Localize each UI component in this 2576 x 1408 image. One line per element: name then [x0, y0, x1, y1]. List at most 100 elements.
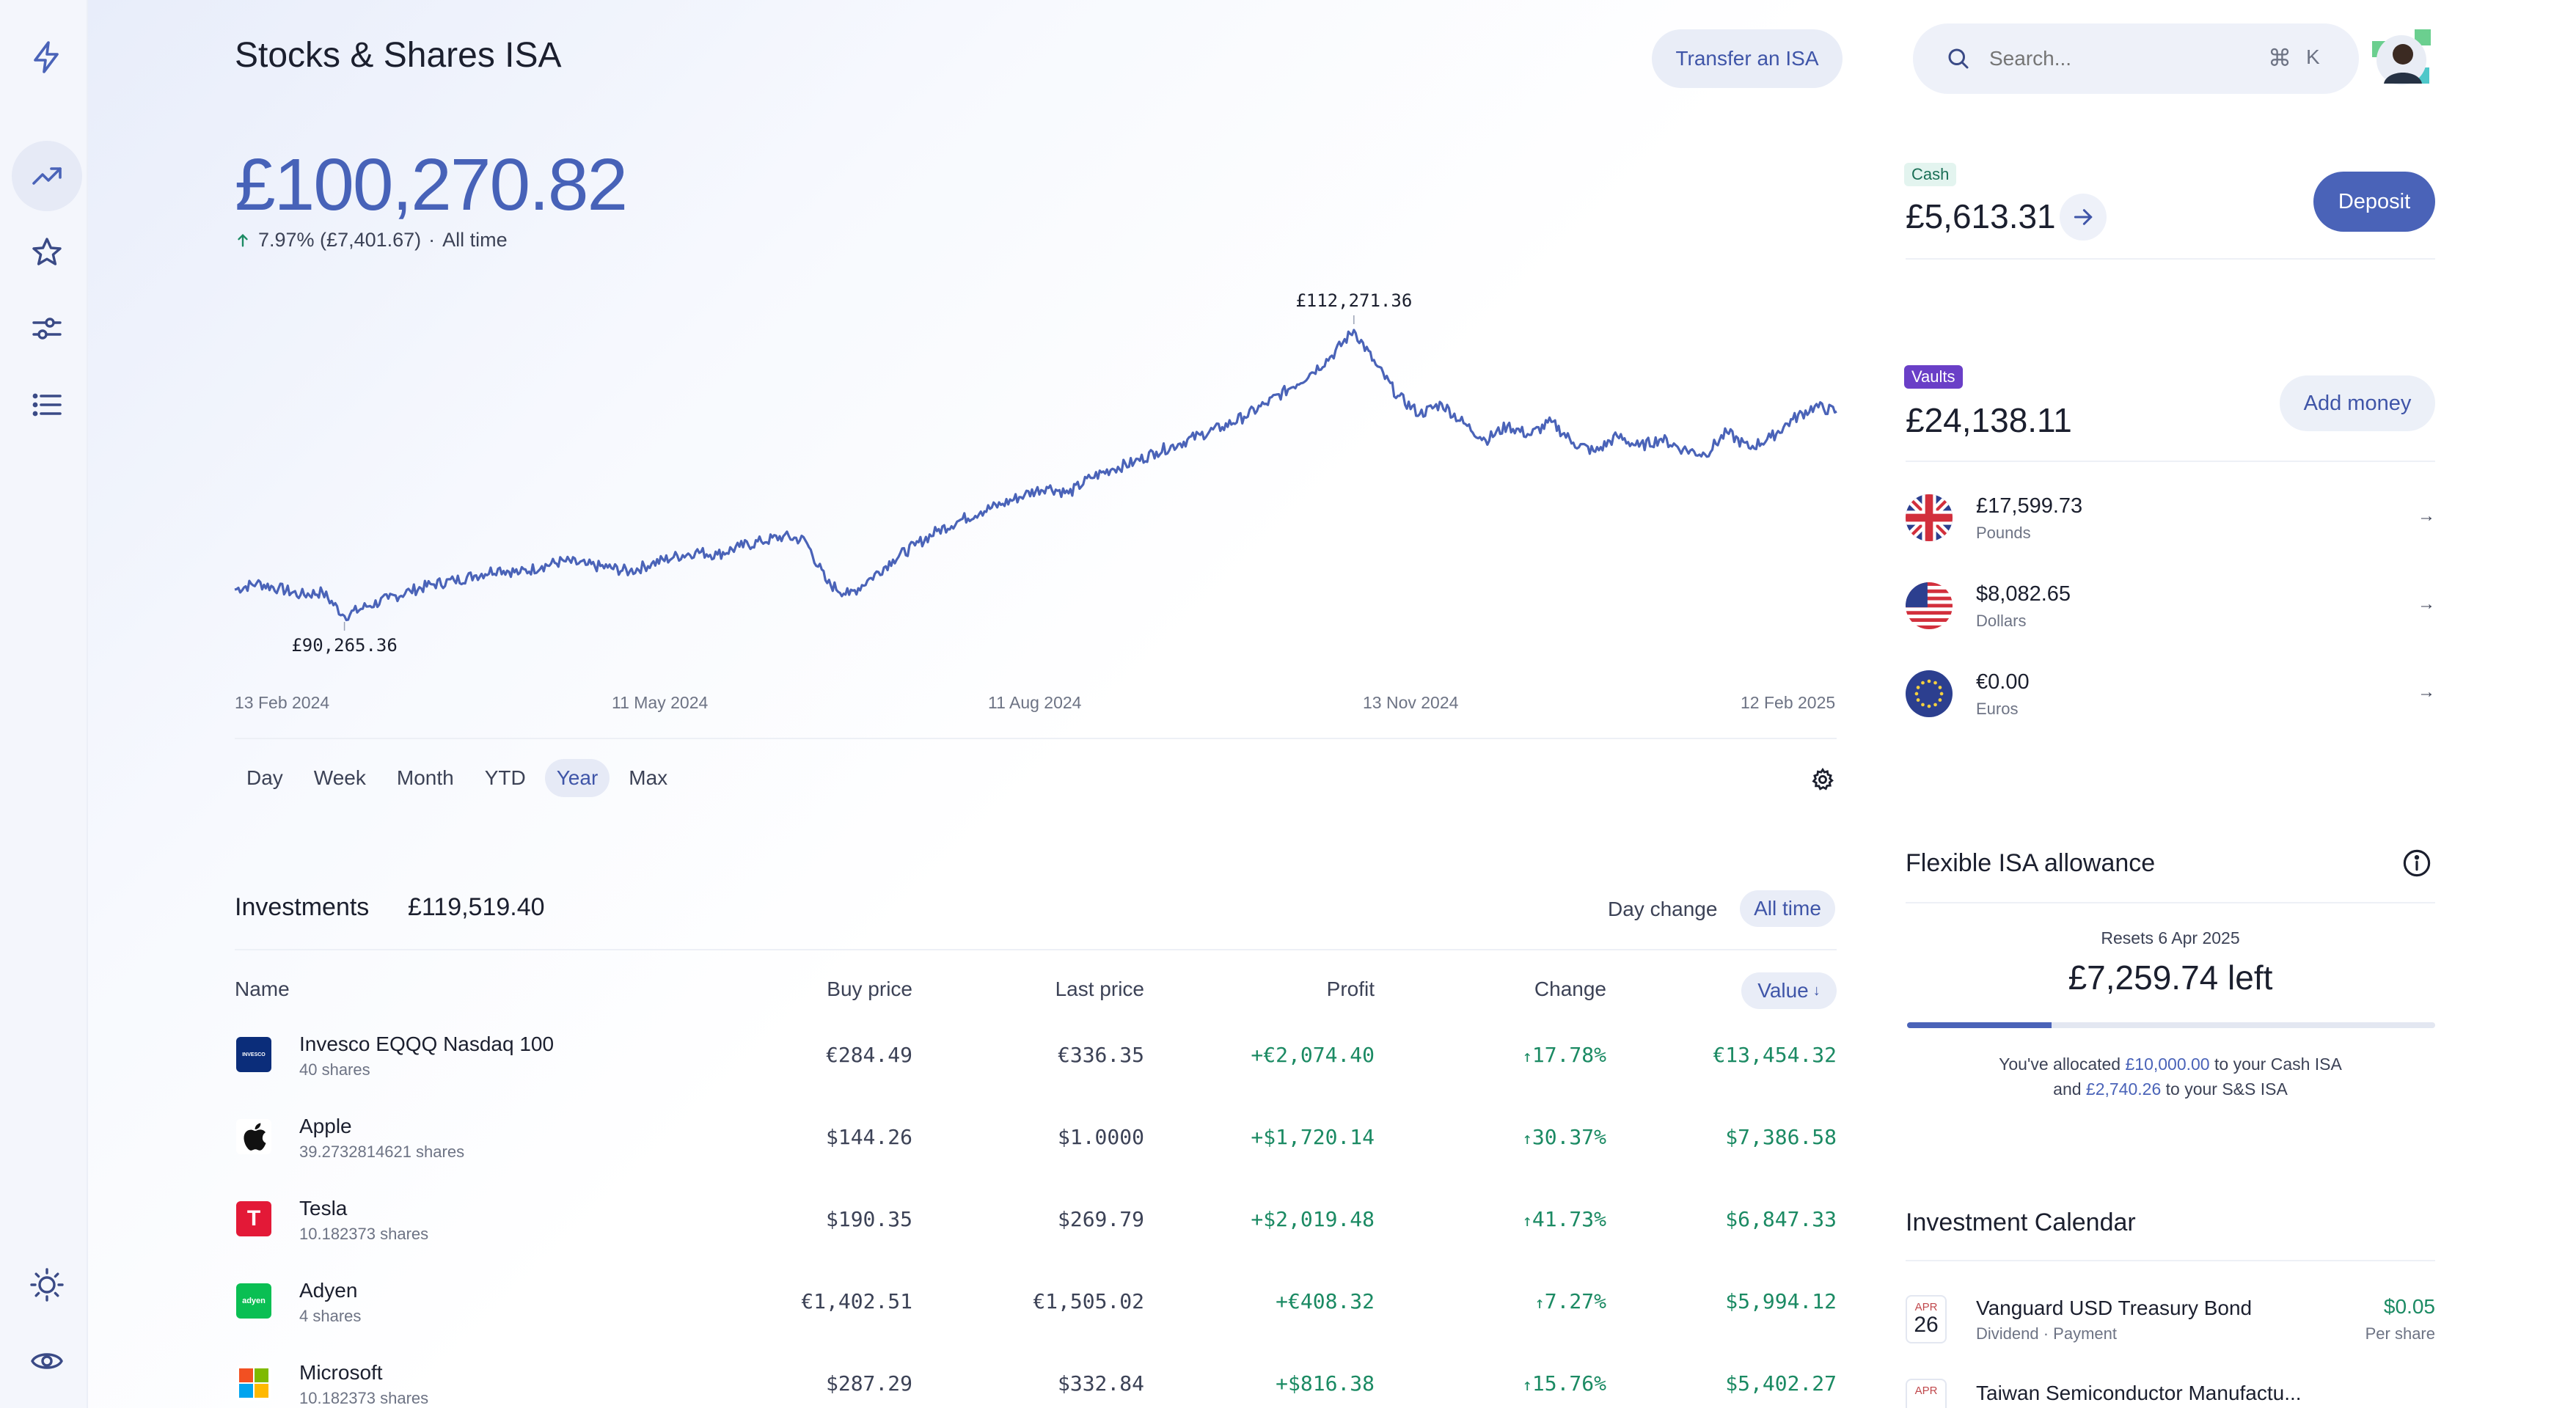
position-value: $5,402.27	[1725, 1371, 1837, 1396]
alloc-line1-a: You've allocated	[1999, 1055, 2126, 1074]
x-tick-label: 12 Feb 2025	[1741, 693, 1836, 712]
period-max[interactable]: Max	[629, 766, 668, 789]
transfer-isa-button[interactable]: Transfer an ISA	[1652, 29, 1843, 88]
buy-price: $287.29	[825, 1371, 912, 1396]
column-buy-price[interactable]: Buy price	[827, 978, 912, 1000]
stock-logo	[236, 1365, 271, 1401]
change-period: All time	[442, 229, 508, 251]
search-bar[interactable]: ⌘ K	[1913, 23, 2359, 94]
microsoft-logo-icon	[239, 1368, 268, 1398]
column-profit[interactable]: Profit	[1326, 978, 1375, 1000]
search-icon	[1948, 48, 1969, 69]
profit: +€2,074.40	[1251, 1043, 1375, 1067]
portfolio-chart[interactable]: £112,271.36 £90,265.36	[220, 271, 1856, 682]
chart-max-label: £112,271.36	[1295, 290, 1412, 311]
chevron-right-icon[interactable]: →	[2418, 682, 2435, 702]
calendar-item-name[interactable]: Taiwan Semiconductor Manufactu...	[1976, 1382, 2302, 1404]
adyen-logo-icon: adyen	[242, 1297, 266, 1305]
investments-total: £119,519.40	[408, 893, 545, 921]
eye-icon[interactable]	[12, 1326, 82, 1396]
star-icon[interactable]	[12, 217, 82, 287]
position-value: $7,386.58	[1725, 1125, 1837, 1149]
search-input[interactable]	[1989, 41, 2253, 76]
last-price: $332.84	[1057, 1371, 1144, 1396]
period-month[interactable]: Month	[396, 766, 454, 789]
apple-logo-icon	[244, 1123, 266, 1151]
uk-flag-icon	[1906, 494, 1953, 541]
chevron-right-icon[interactable]: →	[2418, 594, 2435, 614]
divider	[235, 949, 1837, 950]
add-money-button[interactable]: Add money	[2280, 375, 2435, 431]
change: ↑7.27%	[1427, 1289, 1606, 1313]
change-value: 30.37%	[1532, 1125, 1606, 1149]
column-last-price[interactable]: Last price	[1055, 978, 1144, 1000]
change-value: 41.73%	[1532, 1207, 1606, 1231]
bolt-logo-icon[interactable]	[12, 22, 82, 92]
stock-name[interactable]: Adyen	[299, 1279, 358, 1302]
calendar-item-sub: Dividend · Payment	[1976, 1324, 2117, 1343]
change: ↑15.76%	[1427, 1371, 1606, 1396]
toggle-all-time[interactable]: All time	[1740, 890, 1835, 927]
deposit-button[interactable]: Deposit	[2313, 172, 2435, 232]
stock-name[interactable]: Microsoft	[299, 1361, 383, 1384]
trending-up-icon[interactable]	[12, 141, 82, 211]
allowance-progress	[1907, 1022, 2435, 1028]
tesla-logo-icon: T	[246, 1206, 261, 1231]
column-name[interactable]: Name	[235, 978, 290, 1000]
cash-value: £5,613.31	[1906, 197, 2056, 235]
alloc-line1-c: to your Cash ISA	[2209, 1055, 2342, 1074]
calendar-title: Investment Calendar	[1906, 1209, 2136, 1236]
arrow-up-icon: ↑	[1522, 1376, 1532, 1395]
pounds-label: Pounds	[1976, 524, 2031, 542]
stock-shares: 10.182373 shares	[299, 1225, 429, 1243]
portfolio-line-series[interactable]	[234, 329, 1837, 622]
period-week[interactable]: Week	[313, 766, 366, 789]
period-ytd[interactable]: YTD	[484, 766, 526, 789]
stock-shares: 40 shares	[299, 1060, 370, 1079]
allowance-left: £7,259.74 left	[2068, 958, 2273, 997]
calendar-date: APR 26	[1906, 1295, 1947, 1343]
period-day[interactable]: Day	[246, 766, 283, 789]
info-icon[interactable]	[2401, 848, 2432, 879]
calendar-date: APR	[1906, 1379, 1947, 1408]
change-value: 17.78%	[1532, 1043, 1606, 1067]
allowance-resets: Resets 6 Apr 2025	[2101, 928, 2240, 947]
settings-gear-icon[interactable]	[1810, 767, 1835, 792]
column-change[interactable]: Change	[1534, 978, 1606, 1000]
column-value-sorted[interactable]: Value ↓	[1741, 972, 1837, 1009]
calendar-item-name[interactable]: Vanguard USD Treasury Bond	[1976, 1297, 2253, 1319]
stock-name[interactable]: Tesla	[299, 1197, 348, 1220]
sidebar	[0, 0, 88, 1408]
divider	[1906, 902, 2435, 903]
cash-arrow-button[interactable]	[2060, 194, 2107, 241]
x-tick-label: 13 Nov 2024	[1363, 693, 1459, 712]
sort-down-icon: ↓	[1812, 982, 1821, 999]
allowance-title: Flexible ISA allowance	[1906, 849, 2156, 877]
portfolio-value: £100,270.82	[235, 144, 628, 226]
sliders-icon[interactable]	[12, 293, 82, 364]
allowance-breakdown: You've allocated £10,000.00 to your Cash…	[1906, 1052, 2435, 1101]
euros-label: Euros	[1976, 700, 2019, 718]
last-price: €336.35	[1057, 1043, 1144, 1067]
buy-price: €284.49	[825, 1043, 912, 1067]
stock-logo: adyen	[236, 1283, 271, 1319]
invesco-logo-icon: INVESCO	[242, 1052, 266, 1057]
toggle-day-change[interactable]: Day change	[1608, 898, 1718, 920]
arrow-up-icon: ↑	[1522, 1130, 1532, 1148]
buy-price: $144.26	[825, 1125, 912, 1149]
last-price: €1,505.02	[1033, 1289, 1144, 1313]
profit: +€408.32	[1276, 1289, 1375, 1313]
period-year[interactable]: Year	[544, 759, 610, 797]
position-value: $5,994.12	[1725, 1289, 1837, 1313]
sun-icon[interactable]	[12, 1250, 82, 1320]
stock-name[interactable]: Invesco EQQQ Nasdaq 100	[299, 1033, 555, 1055]
calendar-month: APR	[1914, 1385, 1938, 1397]
change: ↑30.37%	[1427, 1125, 1606, 1149]
list-icon[interactable]	[12, 370, 82, 440]
change-value: 7.27%	[1544, 1289, 1606, 1313]
stock-logo: INVESCO	[236, 1037, 271, 1072]
stock-name[interactable]: Apple	[299, 1115, 352, 1137]
chevron-right-icon[interactable]: →	[2418, 506, 2435, 526]
investments-heading: Investments	[235, 893, 370, 921]
avatar[interactable]	[2368, 25, 2435, 92]
